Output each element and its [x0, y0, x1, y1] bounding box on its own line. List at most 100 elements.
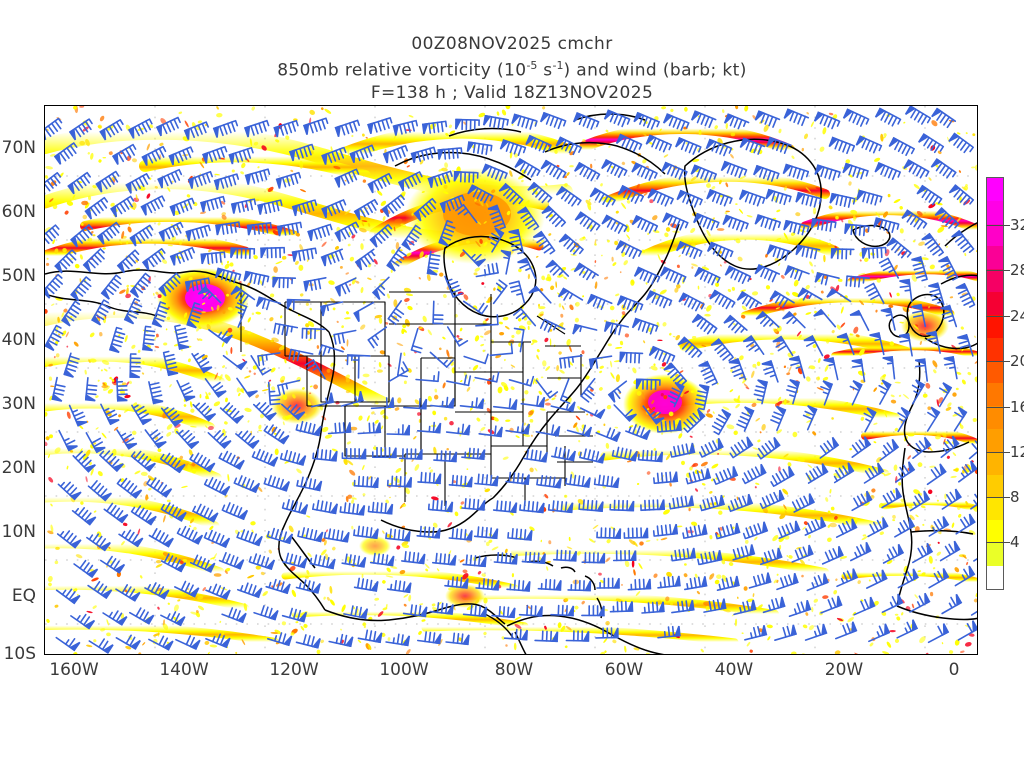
- wind-barb: [698, 360, 718, 386]
- wind-barb: [475, 262, 499, 278]
- wind-barb: [918, 133, 945, 154]
- wind-barb: [844, 223, 870, 237]
- wind-barb: [864, 282, 885, 304]
- wind-barb: [753, 164, 780, 182]
- wind-barb: [647, 188, 674, 207]
- wind-barb: [547, 500, 574, 514]
- wind-barb: [243, 119, 270, 138]
- wind-barb: [878, 257, 900, 279]
- cb-tick-8: [986, 497, 1010, 498]
- wind-barb: [662, 113, 690, 131]
- wind-barb: [279, 449, 307, 466]
- wind-barb: [204, 378, 227, 398]
- wind-barb: [888, 136, 916, 157]
- wind-barb: [272, 276, 297, 289]
- wind-barb: [169, 247, 195, 266]
- wind-barb: [536, 474, 562, 489]
- wind-barb: [354, 248, 376, 271]
- wind-barb: [739, 137, 766, 155]
- wind-barb: [697, 550, 723, 566]
- wind-barb: [102, 610, 128, 626]
- wind-barb: [886, 237, 912, 259]
- wind-barb: [197, 286, 222, 304]
- wind-barb: [244, 168, 271, 185]
- wind-barb: [334, 119, 361, 137]
- wind-barb: [281, 607, 308, 623]
- wind-barb: [492, 398, 518, 410]
- wind-barb: [307, 223, 333, 242]
- wind-barb: [729, 436, 754, 459]
- wind-barb: [321, 199, 347, 219]
- wind-barb: [670, 547, 697, 562]
- wind-barb: [416, 525, 441, 539]
- cb-tick-20: [986, 361, 1010, 362]
- wind-barb: [537, 578, 562, 591]
- wind-barb: [99, 119, 124, 141]
- wind-barb: [386, 424, 411, 436]
- wind-barb: [541, 205, 567, 228]
- wind-barb: [446, 374, 472, 387]
- wind-barb: [683, 576, 708, 591]
- wind-barb: [213, 173, 240, 191]
- wind-barb: [645, 134, 673, 153]
- wind-barb: [296, 476, 323, 492]
- wind-barb: [427, 170, 453, 188]
- wind-barb: [58, 429, 78, 452]
- wind-barb: [455, 204, 478, 224]
- wind-barb: [550, 401, 576, 413]
- wind-barb: [263, 475, 290, 492]
- colorbar-band-13: [987, 474, 1003, 498]
- wind-barb: [573, 262, 599, 281]
- wind-barb: [130, 505, 157, 526]
- wind-barb: [574, 161, 601, 182]
- wind-barb: [45, 117, 63, 141]
- wind-barb: [601, 159, 628, 178]
- wind-barb: [371, 276, 390, 300]
- wind-barb: [589, 187, 616, 208]
- wind-barb: [462, 554, 487, 568]
- wind-barb: [669, 442, 696, 458]
- wind-barb: [782, 310, 806, 329]
- wind-barb: [398, 448, 423, 460]
- wind-barb: [473, 526, 499, 540]
- wind-barb: [370, 397, 395, 410]
- wind-barb: [874, 162, 902, 180]
- wind-barb: [410, 146, 437, 164]
- wind-barb: [926, 330, 941, 354]
- wind-barb: [633, 266, 661, 285]
- title-exponent-2: -1: [552, 59, 564, 72]
- wind-barb: [716, 575, 740, 592]
- wind-barb: [168, 146, 194, 166]
- cb-label-8: 8: [1010, 488, 1020, 506]
- wind-barb: [897, 568, 919, 589]
- wind-barb: [736, 406, 755, 432]
- wind-barb: [386, 475, 413, 488]
- wind-barb: [772, 335, 794, 357]
- wind-barb: [438, 219, 456, 247]
- wind-barb: [455, 118, 480, 131]
- wind-barb: [535, 424, 561, 437]
- wind-barb: [911, 256, 928, 282]
- wind-barb: [192, 503, 219, 523]
- wind-barb: [574, 211, 601, 232]
- wind-barb: [899, 278, 913, 303]
- wind-barb: [804, 516, 827, 536]
- wind-barb: [288, 348, 314, 362]
- wind-barb: [611, 446, 638, 462]
- title-line-model: 00Z08NOV2025 cmchr: [411, 34, 613, 54]
- title-field-post: ) and wind (barb; kt): [563, 60, 747, 81]
- wind-barb: [416, 421, 442, 434]
- wind-barb: [243, 270, 270, 286]
- wind-barb: [448, 527, 473, 541]
- wind-barb: [189, 452, 216, 473]
- wind-barb: [703, 598, 727, 613]
- wind-barb: [550, 446, 576, 462]
- wind-barb: [303, 277, 327, 292]
- wind-barb: [474, 371, 500, 383]
- wind-barb: [930, 158, 957, 179]
- wind-barb: [609, 600, 634, 613]
- wind-barb: [777, 520, 801, 540]
- wind-barb: [387, 300, 405, 326]
- wind-barb: [795, 191, 822, 208]
- wind-barb: [453, 170, 479, 183]
